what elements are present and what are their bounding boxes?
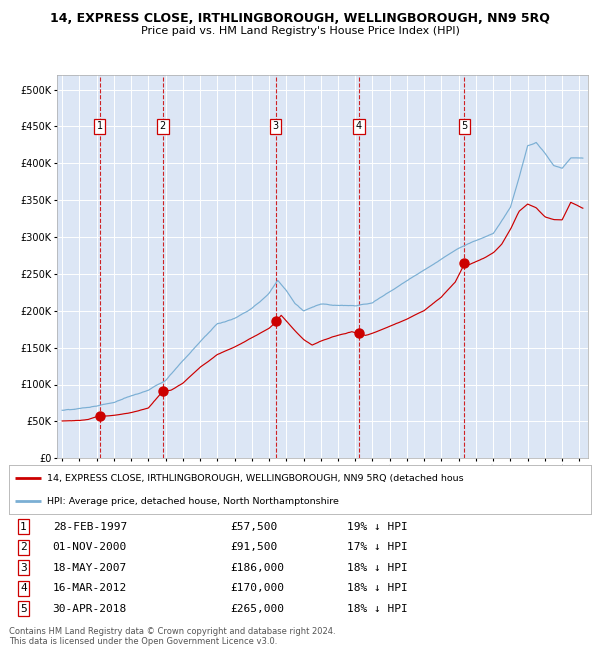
Text: 3: 3 (20, 563, 27, 573)
Text: 16-MAR-2012: 16-MAR-2012 (53, 584, 127, 593)
Text: 18-MAY-2007: 18-MAY-2007 (53, 563, 127, 573)
Text: 18% ↓ HPI: 18% ↓ HPI (347, 604, 407, 614)
Text: £57,500: £57,500 (230, 522, 277, 532)
Text: 5: 5 (20, 604, 27, 614)
Text: 5: 5 (461, 122, 467, 131)
Text: 1: 1 (97, 122, 103, 131)
Text: £170,000: £170,000 (230, 584, 284, 593)
Text: 4: 4 (20, 584, 27, 593)
Text: £265,000: £265,000 (230, 604, 284, 614)
Text: 4: 4 (356, 122, 362, 131)
Text: Contains HM Land Registry data © Crown copyright and database right 2024.
This d: Contains HM Land Registry data © Crown c… (9, 627, 335, 646)
Text: 18% ↓ HPI: 18% ↓ HPI (347, 563, 407, 573)
Text: HPI: Average price, detached house, North Northamptonshire: HPI: Average price, detached house, Nort… (47, 497, 339, 506)
Text: £91,500: £91,500 (230, 542, 277, 552)
Text: 18% ↓ HPI: 18% ↓ HPI (347, 584, 407, 593)
Text: 17% ↓ HPI: 17% ↓ HPI (347, 542, 407, 552)
Text: £186,000: £186,000 (230, 563, 284, 573)
Text: 14, EXPRESS CLOSE, IRTHLINGBOROUGH, WELLINGBOROUGH, NN9 5RQ: 14, EXPRESS CLOSE, IRTHLINGBOROUGH, WELL… (50, 12, 550, 25)
Text: 30-APR-2018: 30-APR-2018 (53, 604, 127, 614)
Text: 2: 2 (20, 542, 27, 552)
Text: 14, EXPRESS CLOSE, IRTHLINGBOROUGH, WELLINGBOROUGH, NN9 5RQ (detached hous: 14, EXPRESS CLOSE, IRTHLINGBOROUGH, WELL… (47, 474, 463, 483)
Text: Price paid vs. HM Land Registry's House Price Index (HPI): Price paid vs. HM Land Registry's House … (140, 26, 460, 36)
Text: 28-FEB-1997: 28-FEB-1997 (53, 522, 127, 532)
Text: 01-NOV-2000: 01-NOV-2000 (53, 542, 127, 552)
Text: 2: 2 (160, 122, 166, 131)
Text: 3: 3 (272, 122, 278, 131)
Text: 1: 1 (20, 522, 27, 532)
Text: 19% ↓ HPI: 19% ↓ HPI (347, 522, 407, 532)
